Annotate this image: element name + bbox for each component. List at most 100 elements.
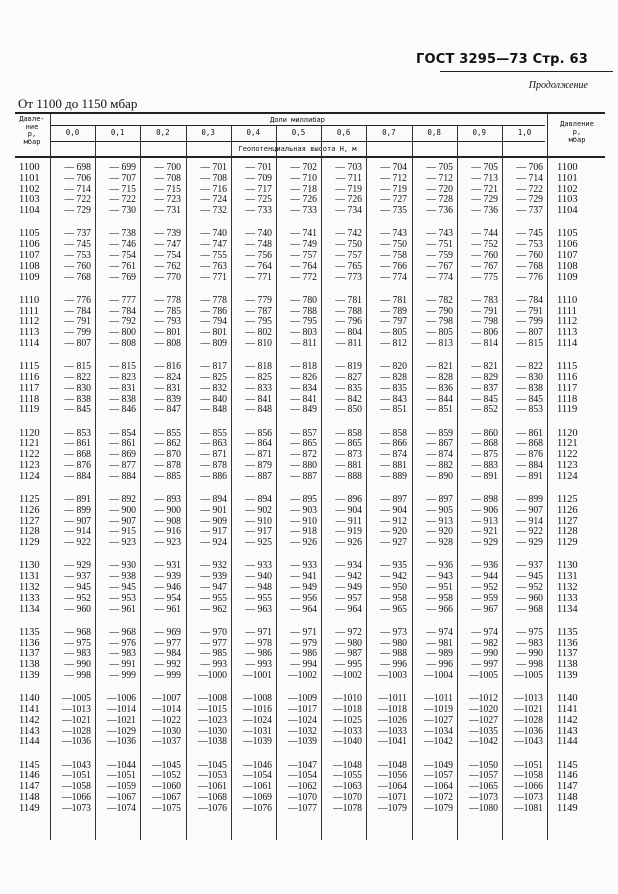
table-cell: — 796: [335, 316, 363, 328]
table-cell: —1045: [152, 759, 182, 771]
table-cell: —1001: [242, 670, 272, 681]
table-cell: — 728: [426, 194, 453, 206]
table-cell: — 990: [471, 648, 498, 660]
table-cell: — 798: [471, 316, 498, 328]
table-cell: — 916: [154, 526, 182, 538]
table-cell: — 935: [380, 560, 408, 572]
table-cell: — 983: [64, 648, 91, 660]
table-cell: — 891: [64, 494, 91, 505]
table-cell: —1023: [197, 714, 227, 726]
pressure-label-right: 1127: [557, 515, 578, 527]
table-cell: — 972: [335, 626, 363, 638]
table-cell: — 940: [245, 571, 272, 583]
table-cell: — 961: [154, 603, 182, 615]
table-cell: — 739: [154, 228, 182, 240]
table-cell: — 837: [471, 382, 498, 394]
table-cell: — 730: [109, 205, 137, 217]
table-cell: — 844: [426, 393, 453, 405]
pressure-label-right: 1113: [557, 327, 578, 339]
table-cell: —1028: [62, 725, 91, 737]
table-cell: — 887: [290, 470, 317, 482]
table-cell: — 867: [426, 438, 453, 450]
table-cell: —1010: [333, 693, 363, 705]
table-cell: — 993: [245, 659, 272, 671]
table-cell: — 828: [426, 372, 453, 383]
table-cell: — 760: [471, 250, 498, 261]
table-cell: — 858: [380, 427, 408, 439]
table-cell: — 759: [426, 250, 453, 261]
pressure-label-right: 1134: [557, 603, 578, 615]
table-cell: —1051: [107, 770, 137, 782]
table-cell: — 891: [471, 470, 498, 482]
column-divider: [186, 126, 187, 840]
column-header: 0,1: [110, 128, 125, 137]
pressure-label: 1103: [19, 194, 40, 206]
table-cell: —1026: [378, 714, 408, 726]
table-cell: —1061: [197, 781, 227, 793]
table-top-rule: [15, 112, 605, 114]
header-bottom-rule: [15, 156, 605, 158]
table-cell: — 706: [516, 162, 543, 173]
table-cell: —1060: [152, 781, 182, 793]
table-cell: — 970: [200, 626, 227, 638]
pressure-label-right: 1148: [557, 792, 578, 803]
table-cell: — 812: [380, 338, 408, 349]
pressure-label-right: 1122: [557, 449, 578, 461]
table-cell: — 747: [200, 239, 227, 251]
pressure-label: 1141: [19, 704, 40, 715]
table-cell: — 933: [245, 560, 272, 572]
table-cell: — 753: [516, 239, 543, 251]
table-cell: — 833: [245, 382, 272, 394]
table-cell: — 814: [471, 338, 498, 349]
table-cell: — 710: [290, 172, 317, 184]
table-cell: — 993: [200, 659, 227, 671]
pressure-label: 1142: [19, 714, 40, 726]
table-cell: — 854: [109, 427, 137, 439]
table-cell: — 729: [64, 205, 91, 217]
table-cell: — 799: [516, 316, 543, 328]
table-cell: — 745: [64, 239, 91, 251]
table-cell: — 958: [380, 592, 408, 604]
table-cell: — 947: [200, 582, 227, 593]
table-cell: — 975: [64, 637, 91, 649]
table-cell: — 914: [516, 515, 543, 527]
pressure-label-right: 1128: [557, 526, 578, 538]
pressure-label: 1129: [19, 537, 40, 549]
table-cell: — 967: [471, 603, 498, 615]
table-cell: — 894: [245, 494, 272, 505]
pressure-label-right: 1141: [557, 704, 578, 715]
table-cell: —1053: [197, 770, 227, 782]
table-cell: — 722: [64, 194, 91, 206]
table-cell: — 930: [109, 560, 137, 572]
pressure-label-right: 1139: [557, 670, 578, 681]
pressure-label: 1137: [19, 648, 40, 660]
table-cell: —1005: [62, 693, 91, 705]
table-cell: — 926: [335, 537, 363, 549]
table-cell: — 941: [290, 571, 317, 583]
column-header: 1,0: [517, 128, 532, 137]
pressure-label: 1107: [19, 250, 40, 261]
pressure-label: 1134: [19, 603, 40, 615]
pressure-label: 1130: [19, 560, 40, 572]
table-cell: — 897: [380, 494, 408, 505]
table-cell: — 896: [335, 494, 363, 505]
table-cell: — 734: [335, 205, 363, 217]
table-cell: —1043: [514, 736, 543, 748]
table-cell: — 813: [426, 338, 453, 349]
column-divider: [95, 126, 96, 840]
table-cell: — 767: [426, 260, 453, 272]
table-cell: — 761: [109, 260, 137, 272]
table-cell: — 982: [471, 637, 498, 649]
column-header: 0,2: [156, 128, 170, 137]
table-cell: —1051: [514, 759, 543, 771]
table-cell: — 806: [471, 327, 498, 339]
table-cell: — 986: [245, 648, 272, 660]
table-cell: — 711: [335, 172, 363, 184]
table-cell: — 718: [290, 183, 317, 195]
table-cell: — 740: [200, 228, 227, 240]
table-cell: —1048: [333, 759, 363, 771]
table-cell: — 945: [109, 582, 137, 593]
table-cell: — 937: [64, 571, 91, 583]
table-cell: — 909: [200, 515, 227, 527]
pressure-label-right: 1135: [557, 626, 578, 638]
